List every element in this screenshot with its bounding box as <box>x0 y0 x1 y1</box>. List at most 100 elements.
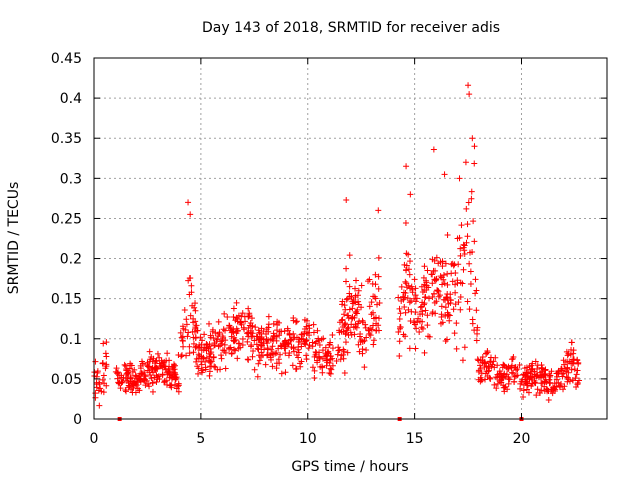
data-point <box>570 356 577 363</box>
data-point <box>317 363 324 370</box>
data-point <box>159 359 166 366</box>
data-point <box>509 355 516 362</box>
data-point <box>235 345 242 352</box>
data-point <box>404 295 411 302</box>
data-point <box>568 339 575 346</box>
data-point <box>440 276 447 283</box>
data-point-peak <box>441 171 448 178</box>
data-point <box>573 384 580 391</box>
data-point <box>249 353 256 360</box>
data-point <box>412 285 419 292</box>
data-point <box>190 319 197 326</box>
data-point-peak <box>430 146 437 153</box>
data-point <box>375 315 382 322</box>
data-point <box>237 320 244 327</box>
data-point <box>194 363 201 370</box>
data-point <box>103 361 110 368</box>
data-point <box>255 336 262 343</box>
data-point <box>254 373 261 380</box>
data-point <box>477 362 484 369</box>
data-point <box>230 313 237 320</box>
data-point <box>563 368 570 375</box>
data-point-peak <box>185 199 192 206</box>
data-point <box>123 367 130 374</box>
data-point <box>397 323 404 330</box>
data-point <box>326 370 333 377</box>
data-point <box>455 299 462 306</box>
data-point <box>103 353 110 360</box>
data-point <box>303 356 310 363</box>
data-point <box>328 366 335 373</box>
data-point <box>554 373 561 380</box>
data-point <box>464 221 471 228</box>
data-point <box>130 379 137 386</box>
data-point <box>417 311 424 318</box>
data-point <box>375 285 382 292</box>
data-point <box>338 352 345 359</box>
data-point <box>424 267 431 274</box>
data-point <box>311 367 318 374</box>
data-point <box>118 379 125 386</box>
data-point <box>102 365 109 372</box>
data-point <box>244 338 251 345</box>
data-point <box>493 385 500 392</box>
data-point <box>315 335 322 342</box>
data-point <box>412 298 419 305</box>
data-point <box>341 302 348 309</box>
data-point <box>539 365 546 372</box>
data-point <box>521 365 528 372</box>
data-point <box>235 312 242 319</box>
data-point <box>565 376 572 383</box>
data-point <box>113 365 120 372</box>
data-point <box>265 313 272 320</box>
data-point <box>255 360 262 367</box>
data-point <box>293 318 300 325</box>
data-point <box>429 256 436 263</box>
data-point <box>166 382 173 389</box>
data-point <box>193 355 200 362</box>
data-point <box>338 328 345 335</box>
data-point <box>343 265 350 272</box>
data-point <box>534 362 541 369</box>
data-point-peak <box>375 207 382 214</box>
data-point <box>178 353 185 360</box>
data-point <box>356 348 363 355</box>
data-point <box>472 276 479 283</box>
data-point <box>444 232 451 239</box>
data-point <box>212 329 219 336</box>
data-point <box>258 342 265 349</box>
data-point <box>500 384 507 391</box>
data-point <box>208 358 215 365</box>
data-point <box>542 372 549 379</box>
data-point <box>188 282 195 289</box>
data-point <box>306 322 313 329</box>
data-point <box>92 390 99 397</box>
data-point <box>439 258 446 265</box>
data-point <box>445 311 452 318</box>
data-point <box>398 283 405 290</box>
data-point <box>186 291 193 298</box>
data-point <box>171 373 178 380</box>
data-point <box>196 344 203 351</box>
data-point <box>211 363 218 370</box>
data-point <box>175 388 182 395</box>
data-point <box>499 364 506 371</box>
data-point <box>566 358 573 365</box>
data-point <box>237 318 244 325</box>
data-point <box>149 379 156 386</box>
data-point <box>186 343 193 350</box>
data-point <box>501 388 508 395</box>
y-tick-label: 0.3 <box>60 171 82 187</box>
data-point <box>484 348 491 355</box>
data-point <box>275 345 282 352</box>
data-point <box>426 295 433 302</box>
data-point <box>286 331 293 338</box>
data-point <box>301 340 308 347</box>
data-point <box>224 314 231 321</box>
data-point <box>298 335 305 342</box>
data-point <box>218 355 225 362</box>
data-point <box>367 332 374 339</box>
data-point <box>244 356 251 363</box>
data-point <box>362 321 369 328</box>
data-point <box>234 327 241 334</box>
